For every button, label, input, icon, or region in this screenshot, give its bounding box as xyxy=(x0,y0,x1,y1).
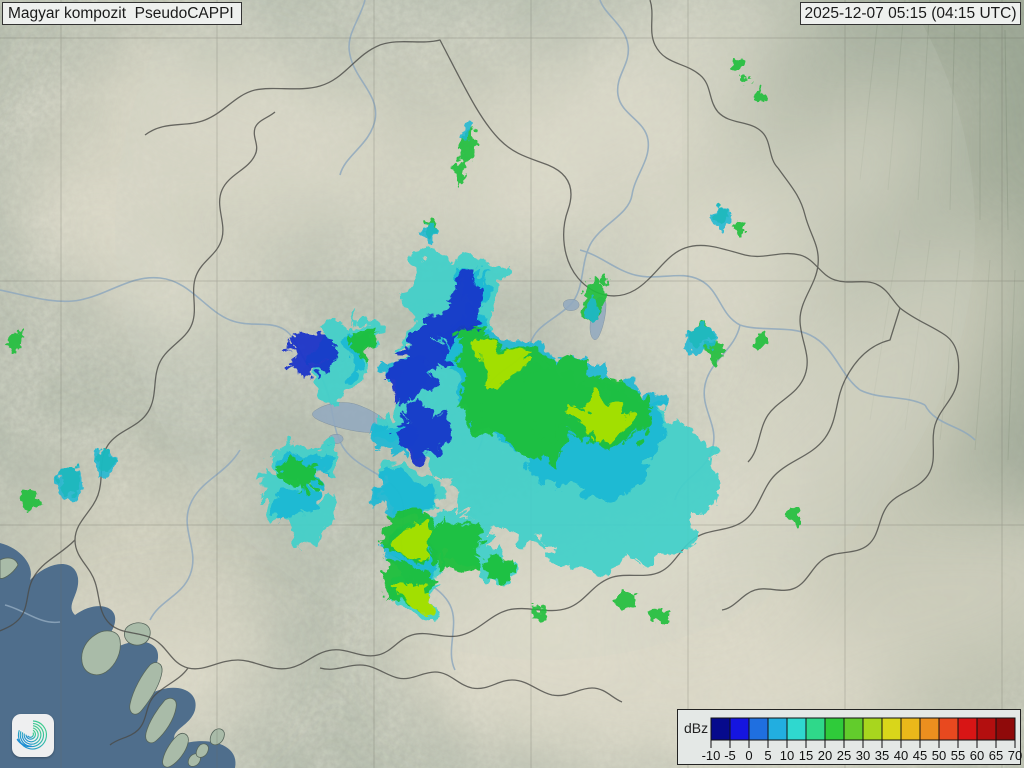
svg-text:40: 40 xyxy=(894,748,908,763)
svg-text:50: 50 xyxy=(932,748,946,763)
svg-text:60: 60 xyxy=(970,748,984,763)
svg-text:30: 30 xyxy=(856,748,870,763)
svg-text:70: 70 xyxy=(1008,748,1022,763)
svg-text:55: 55 xyxy=(951,748,965,763)
svg-text:20: 20 xyxy=(818,748,832,763)
svg-text:-5: -5 xyxy=(724,748,736,763)
svg-text:35: 35 xyxy=(875,748,889,763)
svg-text:25: 25 xyxy=(837,748,851,763)
svg-text:0: 0 xyxy=(745,748,752,763)
svg-text:65: 65 xyxy=(989,748,1003,763)
svg-text:45: 45 xyxy=(913,748,927,763)
svg-text:-10: -10 xyxy=(702,748,721,763)
svg-text:5: 5 xyxy=(764,748,771,763)
svg-text:15: 15 xyxy=(799,748,813,763)
svg-text:10: 10 xyxy=(780,748,794,763)
